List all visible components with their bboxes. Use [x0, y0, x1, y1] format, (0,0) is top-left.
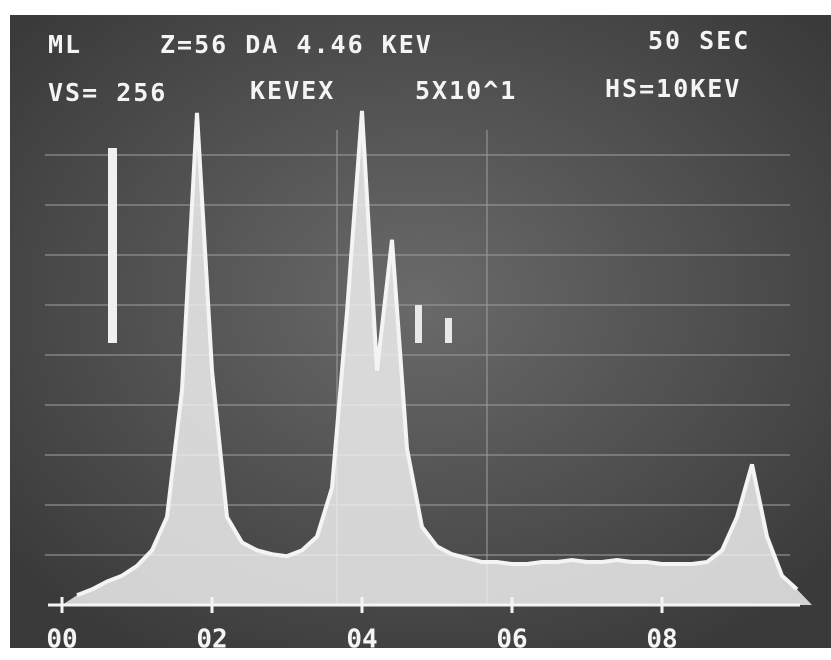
- header-label: Z=56 DA 4.46 KEV: [160, 30, 433, 59]
- header-label: 5X10^1: [415, 76, 517, 105]
- spectrum-line: [76, 110, 799, 598]
- x-tick-label: 08: [646, 625, 677, 655]
- header-label: KEVEX: [250, 76, 335, 105]
- element-marker: [415, 305, 422, 343]
- header-label: ML: [48, 30, 82, 59]
- x-tick-label: 02: [196, 625, 227, 655]
- element-marker: [445, 318, 452, 343]
- x-tick-label: 04: [346, 625, 377, 655]
- header-label: 50 SEC: [648, 26, 750, 55]
- x-tick-label: 00: [46, 625, 77, 655]
- header-label: VS= 256: [48, 78, 167, 107]
- x-tick-label: 06: [496, 625, 527, 655]
- area-fill: [62, 110, 812, 605]
- element-marker: [108, 148, 117, 343]
- header-label: HS=10KEV: [605, 74, 741, 103]
